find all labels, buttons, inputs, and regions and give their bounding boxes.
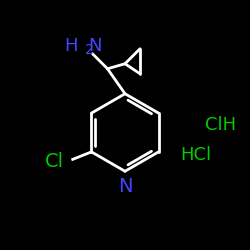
Text: HCl: HCl <box>180 146 211 164</box>
Text: N: N <box>89 37 102 55</box>
Text: N: N <box>118 178 132 197</box>
Text: H: H <box>64 37 78 55</box>
Text: Cl: Cl <box>45 152 64 172</box>
Text: 2: 2 <box>85 42 94 56</box>
Text: ClH: ClH <box>205 116 236 134</box>
